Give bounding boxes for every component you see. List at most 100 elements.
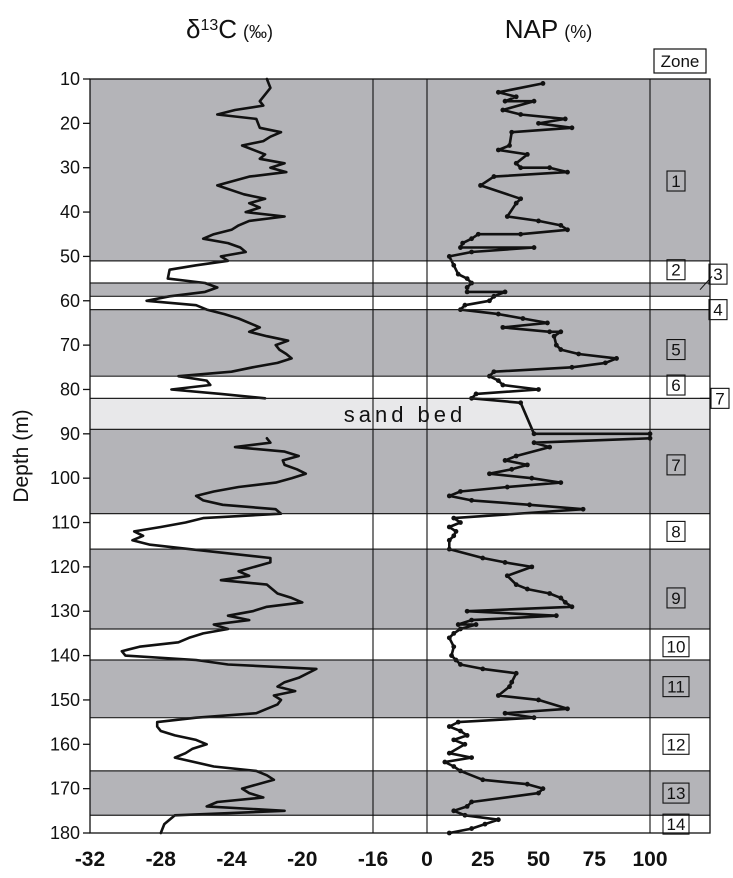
data-point bbox=[491, 369, 497, 375]
data-point bbox=[446, 254, 452, 259]
data-point bbox=[540, 81, 546, 86]
data-point bbox=[487, 298, 492, 304]
data-point bbox=[558, 222, 564, 228]
zone-label-8: 8 bbox=[671, 522, 680, 541]
data-point bbox=[502, 458, 508, 463]
data-point bbox=[536, 120, 541, 126]
data-point bbox=[500, 382, 506, 388]
x-tick-label: -28 bbox=[146, 848, 177, 871]
data-point bbox=[553, 613, 559, 619]
data-point bbox=[547, 591, 553, 596]
data-point bbox=[614, 356, 619, 361]
data-point bbox=[480, 666, 486, 672]
zone-label-1: 1 bbox=[671, 172, 680, 191]
y-tick-label: 120 bbox=[50, 557, 80, 577]
zone-header: Zone bbox=[661, 52, 700, 71]
zone-label-1-box bbox=[666, 170, 686, 192]
y-tick-label: 100 bbox=[50, 468, 80, 488]
data-point bbox=[553, 342, 559, 348]
data-point bbox=[495, 817, 501, 823]
data-point bbox=[464, 803, 470, 809]
zone-label-14: 14 bbox=[667, 815, 686, 834]
zone-band-3 bbox=[90, 283, 710, 297]
data-point bbox=[518, 165, 524, 171]
data-point bbox=[442, 759, 448, 765]
data-point bbox=[509, 679, 515, 685]
data-point bbox=[495, 89, 501, 95]
data-point bbox=[569, 364, 575, 370]
y-tick-label: 150 bbox=[50, 690, 80, 710]
y-tick-label: 60 bbox=[60, 291, 80, 311]
data-point bbox=[458, 662, 463, 667]
data-point bbox=[446, 537, 452, 543]
data-point bbox=[475, 231, 481, 237]
data-point bbox=[460, 240, 466, 246]
data-point bbox=[502, 560, 508, 565]
y-tick-label: 180 bbox=[50, 823, 80, 843]
data-point bbox=[446, 493, 452, 499]
data-point bbox=[562, 599, 568, 605]
data-point bbox=[518, 112, 524, 117]
data-point bbox=[536, 218, 541, 224]
data-point bbox=[478, 183, 483, 188]
data-point bbox=[451, 764, 457, 769]
data-point bbox=[469, 497, 474, 503]
y-tick-label: 80 bbox=[60, 379, 80, 399]
y-tick-label: 70 bbox=[60, 335, 80, 355]
zone-label-9-box bbox=[666, 587, 686, 609]
zone-label-14-box bbox=[662, 813, 690, 835]
data-point bbox=[565, 169, 570, 175]
y-tick-label: 110 bbox=[51, 513, 80, 533]
zone-band-13 bbox=[90, 770, 710, 816]
data-point bbox=[524, 586, 530, 592]
zone-label-11: 11 bbox=[667, 678, 685, 697]
data-point bbox=[469, 755, 474, 760]
data-point bbox=[458, 489, 463, 494]
zone-label-5: 5 bbox=[671, 341, 680, 360]
data-point bbox=[458, 245, 463, 250]
data-point bbox=[507, 684, 512, 690]
data-point bbox=[565, 706, 570, 712]
data-point bbox=[458, 728, 463, 734]
data-point bbox=[455, 622, 461, 627]
zone-label-7-box bbox=[666, 454, 686, 476]
data-point bbox=[469, 617, 474, 623]
data-point bbox=[462, 741, 468, 747]
data-point bbox=[518, 231, 524, 237]
data-point bbox=[513, 453, 519, 459]
data-point bbox=[504, 484, 510, 490]
zone-label-13-box bbox=[662, 782, 690, 804]
data-point bbox=[469, 799, 474, 805]
data-point bbox=[469, 826, 474, 831]
zone-label-7: 7 bbox=[671, 456, 680, 475]
data-point bbox=[502, 98, 508, 104]
data-point bbox=[469, 236, 474, 242]
plot-frame bbox=[89, 78, 711, 834]
data-point bbox=[446, 635, 452, 641]
data-point bbox=[536, 387, 541, 392]
panel-title-2: NAP (%) bbox=[505, 14, 592, 44]
y-axis-label: Depth (m) bbox=[10, 409, 33, 502]
data-point bbox=[531, 440, 537, 446]
data-point bbox=[518, 196, 524, 202]
zone-label-11-box bbox=[662, 676, 690, 698]
x-tick-label: -16 bbox=[358, 848, 388, 871]
data-point bbox=[527, 502, 532, 508]
data-point bbox=[536, 790, 541, 796]
zone-label-4-box bbox=[708, 299, 728, 321]
data-point bbox=[482, 821, 488, 827]
data-point bbox=[529, 475, 535, 481]
data-point bbox=[464, 608, 470, 614]
data-point bbox=[458, 520, 463, 525]
frame-layer bbox=[83, 78, 711, 834]
data-point bbox=[558, 595, 564, 601]
data-point bbox=[576, 351, 582, 357]
zone-band-1 bbox=[90, 79, 710, 261]
data-point bbox=[580, 506, 586, 512]
data-point bbox=[473, 391, 479, 397]
data-point bbox=[531, 98, 537, 104]
data-point bbox=[451, 737, 457, 743]
y-tick-label: 40 bbox=[60, 202, 80, 222]
series-line-1 bbox=[145, 77, 293, 400]
data-point bbox=[449, 653, 454, 658]
